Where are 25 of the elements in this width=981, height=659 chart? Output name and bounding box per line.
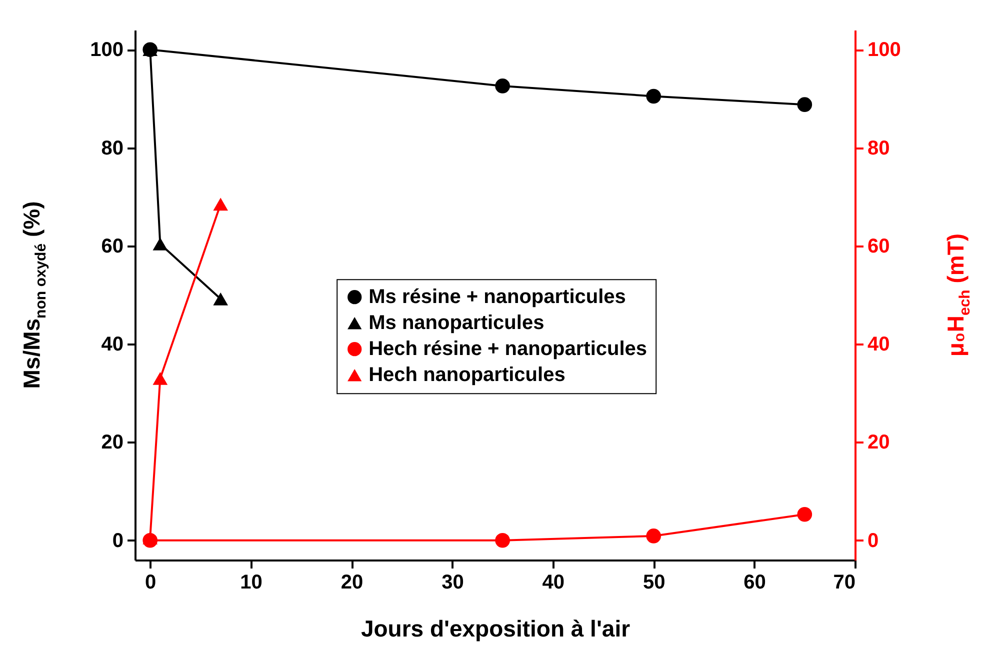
x-tick-label: 0 xyxy=(145,572,156,594)
y2-tick-label: 80 xyxy=(868,137,890,160)
y-tick-label: 80 xyxy=(101,137,124,160)
legend-label: Hech résine + nanoparticules xyxy=(368,338,648,360)
y2-tick-label: 60 xyxy=(868,235,890,258)
y2-tick-label: 100 xyxy=(868,39,901,62)
x-tick-label: 20 xyxy=(340,572,364,594)
x-tick-label: 40 xyxy=(542,572,565,594)
y2-tick-label: 20 xyxy=(868,432,890,454)
legend-label: Ms résine + nanoparticules xyxy=(368,286,626,308)
legend-label: Ms nanoparticules xyxy=(368,312,544,334)
y2-tick-label: 0 xyxy=(868,530,879,552)
x-tick-label: 30 xyxy=(442,572,464,594)
y-tick-label: 40 xyxy=(101,334,124,356)
y-tick-label: 100 xyxy=(90,39,124,62)
x-tick-label: 50 xyxy=(642,572,666,594)
x-tick-label: 70 xyxy=(833,572,856,594)
x-tick-label: 60 xyxy=(744,572,766,594)
y-tick-label: 20 xyxy=(101,432,124,454)
x-axis-title: Jours d'exposition à l'air xyxy=(360,616,630,642)
legend-label: Hech nanoparticules xyxy=(368,364,566,386)
y2-tick-label: 40 xyxy=(868,334,890,356)
x-tick-label: 10 xyxy=(240,572,262,594)
y-tick-label: 60 xyxy=(101,235,124,258)
y-tick-label: 0 xyxy=(112,530,124,552)
